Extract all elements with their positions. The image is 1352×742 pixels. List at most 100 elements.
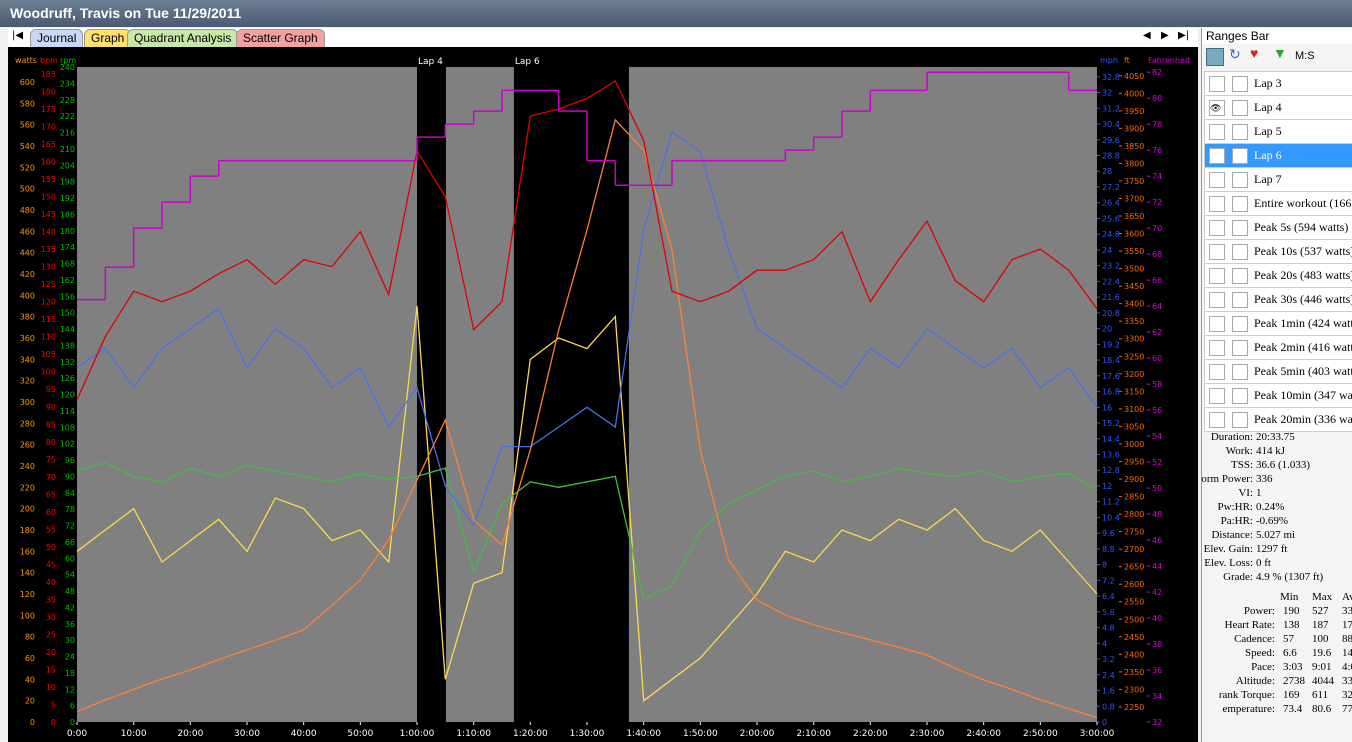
y-tick-label: 180 (41, 88, 56, 97)
link-box[interactable] (1232, 412, 1248, 428)
y-tick-label: 32 (1102, 89, 1112, 98)
axis-title: mph (1100, 56, 1118, 65)
y-tick-label: 100 (41, 368, 56, 377)
prev-button[interactable]: ◀ (1143, 30, 1151, 41)
stat-value: 0.24% (1256, 501, 1285, 513)
y-tick-label: 58 (1152, 380, 1162, 389)
refresh-icon[interactable]: ↻ (1229, 48, 1241, 63)
range-row[interactable]: Peak 10s (537 watts) (1204, 239, 1352, 264)
visibility-box[interactable] (1209, 340, 1225, 356)
tab[interactable]: Scatter Graph (236, 29, 325, 47)
tab[interactable]: Graph (84, 29, 132, 47)
x-tick-label: 0:00 (67, 729, 87, 739)
visibility-box[interactable] (1209, 388, 1225, 404)
y-tick-label: 560 (20, 121, 35, 130)
range-row[interactable]: Lap 7 (1204, 167, 1352, 192)
y-tick-label: 380 (20, 313, 35, 322)
range-row[interactable]: Peak 2min (416 watts (1204, 335, 1352, 360)
y-tick-label: 2450 (1124, 633, 1144, 642)
visibility-box[interactable] (1209, 76, 1225, 92)
y-tick-label: 19.2 (1102, 340, 1120, 349)
link-box[interactable] (1232, 244, 1248, 260)
link-box[interactable] (1232, 316, 1248, 332)
visibility-box[interactable] (1209, 268, 1225, 284)
range-row[interactable]: Lap 5 (1204, 119, 1352, 144)
link-box[interactable] (1232, 148, 1248, 164)
y-tick-label: 160 (20, 547, 35, 556)
last-button[interactable]: ▶| (1178, 30, 1190, 41)
bike-icon[interactable]: ▼ (1273, 47, 1287, 62)
visibility-box[interactable] (1209, 172, 1225, 188)
y-tick-label: 20 (1102, 325, 1112, 334)
range-row[interactable]: Peak 20s (483 watts) (1204, 263, 1352, 288)
link-box[interactable] (1232, 124, 1248, 140)
x-tick-label: 40:00 (291, 729, 317, 739)
link-box[interactable] (1232, 172, 1248, 188)
link-box[interactable] (1232, 340, 1248, 356)
y-tick-label: 80 (46, 438, 56, 447)
visibility-box[interactable] (1209, 124, 1225, 140)
range-row[interactable]: Lap 3 (1204, 71, 1352, 96)
y-tick-label: 14.4 (1102, 435, 1120, 444)
y-tick-label: 4000 (1124, 89, 1144, 98)
visibility-box[interactable]: 👁 (1209, 148, 1225, 164)
y-tick-label: 6.4 (1102, 592, 1115, 601)
tab[interactable]: Journal (30, 29, 84, 47)
range-row[interactable]: 👁 Lap 6 (1204, 143, 1352, 168)
range-row[interactable]: Peak 1min (424 watts (1204, 311, 1352, 336)
link-box[interactable] (1232, 220, 1248, 236)
link-box[interactable] (1232, 364, 1248, 380)
y-tick-label: 16.8 (1102, 388, 1120, 397)
link-box[interactable] (1232, 76, 1248, 92)
chart-icon[interactable] (1206, 48, 1224, 66)
range-row[interactable]: Peak 5s (594 watts) (1204, 215, 1352, 240)
ranges-panel: Ranges Bar ↻ ♥ ▼ M:S Lap 3 👁 Lap 4 Lap 5 👁 La… (1201, 28, 1352, 742)
y-tick-label: 110 (41, 333, 56, 342)
y-tick-label: 600 (20, 78, 35, 87)
table-cell: 9:01 (1312, 661, 1332, 673)
y-tick-label: 54 (65, 571, 75, 580)
y-tick-label: 144 (60, 325, 75, 334)
visibility-box[interactable]: 👁 (1209, 100, 1225, 116)
visibility-box[interactable] (1209, 244, 1225, 260)
visibility-box[interactable] (1209, 316, 1225, 332)
stat-label: Distance: (1211, 529, 1253, 541)
range-row[interactable]: Peak 20min (336 watts (1204, 407, 1352, 432)
range-row[interactable]: 👁 Lap 4 (1204, 95, 1352, 120)
next-button[interactable]: ▶ (1161, 30, 1169, 41)
range-row[interactable]: Entire workout (166 w (1204, 191, 1352, 216)
table-cell: 80.6 (1312, 703, 1332, 715)
y-tick-label: 4050 (1124, 72, 1144, 81)
table-cell: 190 (1283, 605, 1300, 617)
y-tick-label: 84 (65, 489, 75, 498)
visibility-box[interactable] (1209, 292, 1225, 308)
x-tick-label: 1:10:00 (456, 729, 491, 739)
tab[interactable]: Quadrant Analysis (127, 29, 239, 47)
link-box[interactable] (1232, 268, 1248, 284)
table-cell: 6.6 (1283, 647, 1297, 659)
visibility-box[interactable] (1209, 364, 1225, 380)
range-row[interactable]: Peak 30s (446 watts) (1204, 287, 1352, 312)
axis-title: ft (1124, 56, 1130, 65)
visibility-box[interactable] (1209, 220, 1225, 236)
visibility-box[interactable] (1209, 412, 1225, 428)
time-format[interactable]: M:S (1295, 50, 1315, 62)
range-row[interactable]: Peak 10min (347 watts (1204, 383, 1352, 408)
table-cell: 3370 (1342, 675, 1352, 687)
ride-chart: Lap 4 Lap 6watts0204060801001201401601802… (8, 47, 1198, 742)
y-tick-label: 200 (20, 505, 35, 514)
link-box[interactable] (1232, 388, 1248, 404)
y-tick-label: 100 (20, 611, 35, 620)
range-name: Peak 5min (403 watts (1254, 364, 1352, 378)
first-button[interactable]: |◀ (12, 30, 24, 41)
heart-icon[interactable]: ♥ (1250, 47, 1259, 62)
link-box[interactable] (1232, 100, 1248, 116)
y-tick-label: 42 (1152, 588, 1162, 597)
link-box[interactable] (1232, 292, 1248, 308)
y-tick-label: 65 (46, 490, 56, 499)
visibility-box[interactable] (1209, 196, 1225, 212)
range-row[interactable]: Peak 5min (403 watts (1204, 359, 1352, 384)
y-tick-label: 21.6 (1102, 293, 1120, 302)
link-box[interactable] (1232, 196, 1248, 212)
y-tick-label: 15.2 (1102, 419, 1120, 428)
